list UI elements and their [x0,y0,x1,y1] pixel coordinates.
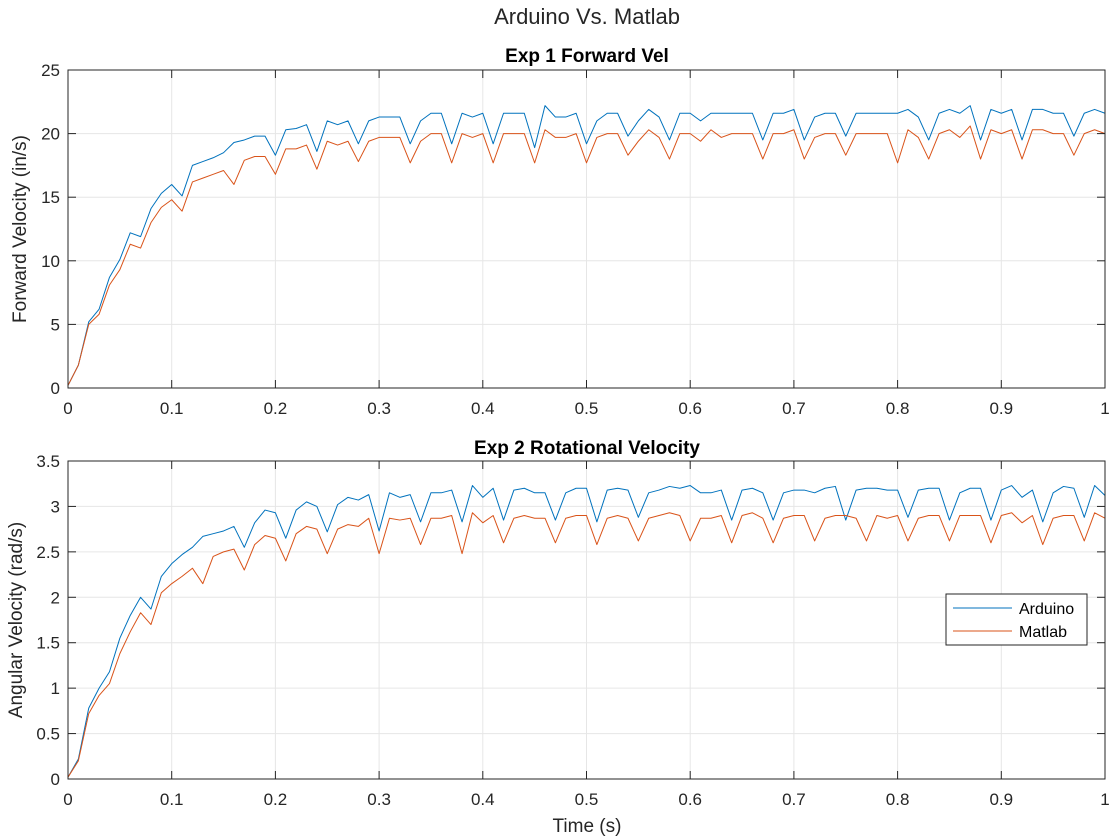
x-tick-label: 0.1 [160,399,184,418]
x-tick-label: 0.6 [678,790,702,809]
x-tick-label: 1 [1100,399,1109,418]
series-line-matlab [67,125,1106,386]
x-tick-label: 1 [1100,790,1109,809]
y-tick-label: 3.5 [36,452,60,471]
legend-label-matlab: Matlab [1019,624,1067,641]
legend-label-arduino: Arduino [1019,601,1074,618]
y-tick-label: 0 [51,379,60,398]
y-tick-label: 0 [51,770,60,789]
panel-1-grid [67,69,1106,389]
x-tick-label: 0.3 [367,790,391,809]
x-tick-label: 0.5 [575,399,599,418]
panel-2-ticks: 0 0.1 0.2 0.3 0.4 0.5 0.6 0.7 0.8 0.9 1 0 0.5 1 1.5 2 2.… [36,452,1109,809]
x-tick-label: 0.6 [678,399,702,418]
panel-2-x-axis-label: Time (s) [553,816,622,837]
panel-2-y-axis-label: Angular Velocity (rad/s) [6,522,27,718]
y-tick-label: 0.5 [36,725,60,744]
legend-box [945,593,1088,646]
x-tick-label: 0 [63,399,72,418]
panel-1-series [67,105,1106,386]
panel-2-series [67,485,1106,778]
y-tick-label: 25 [41,61,60,80]
panel-1-y-axis-label: Forward Velocity (in/s) [10,135,31,323]
series-line-arduino [67,105,1106,386]
x-tick-label: 0.2 [264,399,288,418]
legend: Arduino Matlab [945,593,1088,646]
y-tick-label: 15 [41,188,60,207]
y-tick-label: 5 [51,315,60,334]
y-tick-label: 2.5 [36,543,60,562]
x-tick-label: 0.7 [782,790,806,809]
x-tick-label: 0.2 [264,790,288,809]
y-tick-label: 10 [41,252,60,271]
x-tick-label: 0.4 [471,790,495,809]
y-tick-label: 20 [41,125,60,144]
y-tick-label: 2 [51,588,60,607]
x-tick-label: 0.1 [160,790,184,809]
y-tick-label: 1.5 [36,634,60,653]
x-tick-label: 0.9 [989,790,1013,809]
panel-1-title: Exp 1 Forward Vel [505,46,669,67]
y-tick-label: 1 [51,679,60,698]
y-tick-label: 3 [51,497,60,516]
x-tick-label: 0.5 [575,790,599,809]
figure-title: Arduino Vs. Matlab [494,4,680,29]
panel-2-title: Exp 2 Rotational Velocity [474,438,700,459]
x-tick-label: 0.3 [367,399,391,418]
series-line-arduino [67,485,1106,778]
x-tick-label: 0.7 [782,399,806,418]
series-line-matlab [67,512,1106,778]
panel-forward-velocity: Exp 1 Forward Vel 0 0.1 0.2 0.3 0.4 0.5 0.6 0.7… [10,46,1110,418]
x-tick-label: 0.8 [886,790,910,809]
x-tick-label: 0 [63,790,72,809]
x-tick-label: 0.8 [886,399,910,418]
panel-rotational-velocity: Exp 2 Rotational Velocity 0 0.1 0.2 0.3 0.4 0… [6,438,1110,837]
x-tick-label: 0.4 [471,399,495,418]
x-tick-label: 0.9 [989,399,1013,418]
